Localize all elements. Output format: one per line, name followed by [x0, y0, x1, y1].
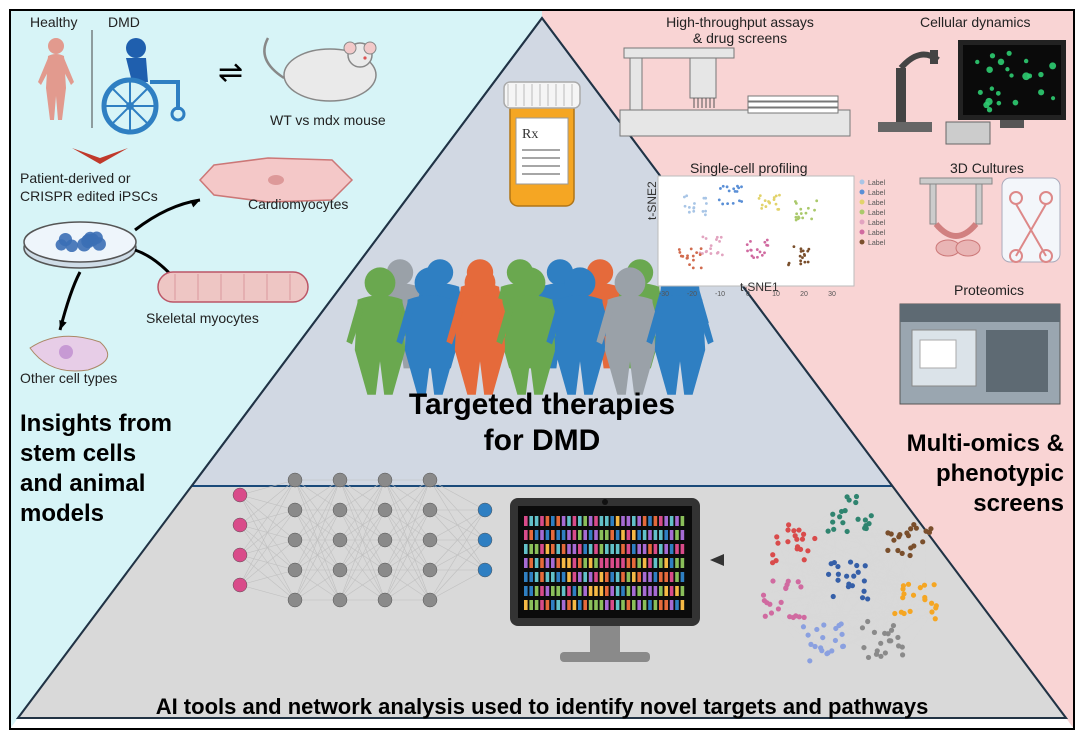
equilibrium-icon: ⇌ — [218, 55, 243, 90]
label-healthy: Healthy — [30, 14, 77, 30]
svg-text:Label: Label — [868, 210, 886, 217]
svg-text:30: 30 — [828, 291, 836, 298]
svg-text:20: 20 — [800, 291, 808, 298]
left-section-title-l3: and animal — [20, 470, 145, 499]
label-skeletal: Skeletal myocytes — [146, 310, 259, 326]
svg-text:Label: Label — [868, 240, 886, 247]
label-other-cell-types: Other cell types — [20, 370, 117, 386]
bottom-title: AI tools and network analysis used to id… — [0, 694, 1084, 720]
label-ipsc-l2: CRISPR edited iPSCs — [20, 188, 158, 204]
label-dmd: DMD — [108, 14, 140, 30]
center-title-l1: Targeted therapies — [0, 388, 1084, 422]
label-3d-cultures: 3D Cultures — [950, 160, 1024, 176]
label-tsne1: t-SNE1 — [740, 280, 779, 294]
svg-text:-10: -10 — [715, 291, 725, 298]
svg-text:Label: Label — [868, 180, 886, 187]
petri-dish-icon — [24, 222, 136, 268]
label-single-cell: Single-cell profiling — [690, 160, 808, 176]
label-cellular-dynamics: Cellular dynamics — [920, 14, 1030, 30]
svg-text:Rx: Rx — [522, 127, 538, 142]
cell-screen-icon — [958, 40, 1066, 128]
skeletal-myocyte-icon — [158, 272, 308, 302]
svg-text:Label: Label — [868, 220, 886, 227]
svg-text:Label: Label — [868, 200, 886, 207]
label-cardiomyocytes: Cardiomyocytes — [248, 196, 348, 212]
label-hts-l1: High-throughput assays& drug screens — [640, 14, 840, 46]
pill-bottle-icon: Rx — [504, 82, 580, 206]
label-wt-mdx: WT vs mdx mouse — [270, 112, 386, 128]
label-proteomics: Proteomics — [954, 282, 1024, 298]
diagram-canvas: Rx Label Label Label Label Label Label Label -30… — [0, 0, 1084, 739]
left-section-title-l4: models — [20, 500, 104, 529]
right-section-title-l2: phenotypic — [936, 460, 1064, 489]
label-ipsc-l1: Patient-derived or — [20, 170, 131, 186]
svg-text:Label: Label — [868, 230, 886, 237]
label-tsne2: t-SNE2 — [645, 181, 659, 220]
svg-text:-20: -20 — [687, 291, 697, 298]
svg-text:Label: Label — [868, 190, 886, 197]
center-title-l2: for DMD — [0, 424, 1084, 458]
right-section-title-l3: screens — [973, 490, 1064, 519]
svg-text:-30: -30 — [659, 291, 669, 298]
